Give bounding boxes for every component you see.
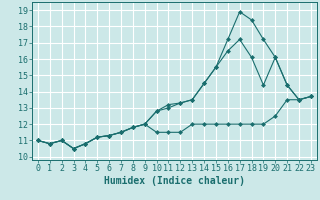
X-axis label: Humidex (Indice chaleur): Humidex (Indice chaleur) <box>104 176 245 186</box>
